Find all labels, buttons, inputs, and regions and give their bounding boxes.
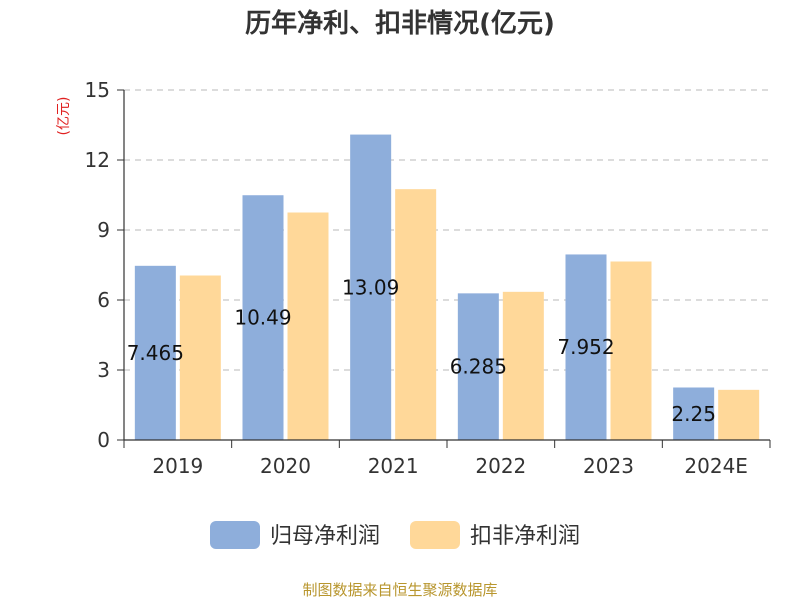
x-tick-label: 2020 bbox=[260, 454, 311, 478]
legend-swatch-deducted-profit[interactable] bbox=[410, 521, 460, 549]
x-tick-labels: 2019 2020 2021 2022 2023 2024E bbox=[152, 454, 748, 478]
bar-group bbox=[134, 134, 760, 441]
y-tick-labels: 0 3 6 9 12 15 bbox=[85, 78, 110, 452]
y-tick-label: 0 bbox=[97, 428, 110, 452]
bar-deducted-profit[interactable] bbox=[179, 275, 221, 441]
bar-deducted-profit[interactable] bbox=[395, 189, 437, 440]
bar-net-profit[interactable] bbox=[134, 265, 176, 440]
data-label: 10.49 bbox=[234, 306, 291, 330]
axes bbox=[117, 89, 771, 448]
bar-net-profit[interactable] bbox=[350, 134, 392, 441]
bar-deducted-profit[interactable] bbox=[718, 389, 760, 440]
data-label: 13.09 bbox=[342, 275, 399, 299]
y-tick-label: 15 bbox=[85, 78, 110, 102]
bar-deducted-profit[interactable] bbox=[610, 261, 652, 441]
y-tick-label: 6 bbox=[97, 288, 110, 312]
data-labels: 7.465 10.49 13.09 6.285 7.952 2.25 bbox=[127, 275, 716, 425]
bar-deducted-profit[interactable] bbox=[502, 291, 544, 440]
x-tick-label: 2024E bbox=[684, 454, 748, 478]
y-axis-unit: (亿元) bbox=[56, 97, 72, 136]
x-tick-label: 2021 bbox=[368, 454, 419, 478]
grid-lines bbox=[124, 89, 770, 371]
y-tick-label: 3 bbox=[97, 358, 110, 382]
bar-net-profit[interactable] bbox=[565, 254, 607, 440]
y-tick-label: 12 bbox=[85, 148, 110, 172]
x-tick-label: 2019 bbox=[152, 454, 203, 478]
legend[interactable]: 归母净利润 扣非净利润 bbox=[210, 521, 580, 549]
data-label: 7.465 bbox=[127, 341, 184, 365]
data-label: 2.25 bbox=[671, 402, 716, 426]
legend-label-deducted-profit[interactable]: 扣非净利润 bbox=[470, 524, 580, 549]
legend-label-net-profit[interactable]: 归母净利润 bbox=[270, 524, 380, 549]
bar-net-profit[interactable] bbox=[242, 195, 284, 440]
bar-net-profit[interactable] bbox=[673, 387, 715, 441]
legend-swatch-net-profit[interactable] bbox=[210, 521, 260, 549]
data-label: 6.285 bbox=[450, 355, 507, 379]
bar-deducted-profit[interactable] bbox=[287, 212, 329, 441]
chart-title: 历年净利、扣非情况(亿元) bbox=[245, 8, 555, 39]
x-tick-label: 2022 bbox=[475, 454, 526, 478]
x-tick-label: 2023 bbox=[583, 454, 634, 478]
source-note: 制图数据来自恒生聚源数据库 bbox=[302, 581, 497, 599]
y-tick-label: 9 bbox=[97, 218, 110, 242]
data-label: 7.952 bbox=[557, 335, 614, 359]
bar-net-profit[interactable] bbox=[457, 293, 499, 440]
